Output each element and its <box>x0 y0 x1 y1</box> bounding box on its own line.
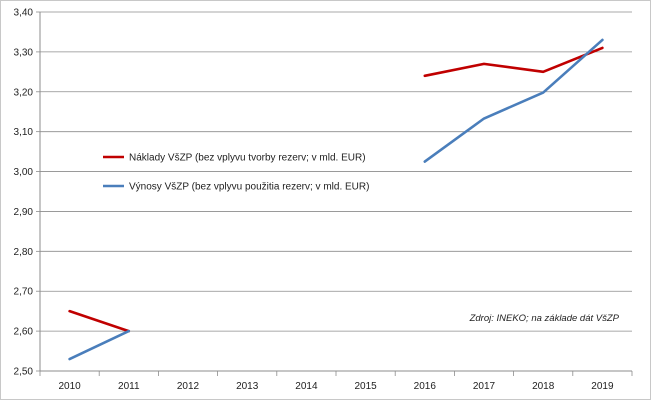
x-tick-label: 2011 <box>118 381 140 392</box>
x-tick-label: 2019 <box>591 381 614 392</box>
legend-label-naklady: Náklady VšZP (bez vplyvu tvorby rezerv; … <box>129 153 366 164</box>
series-line-naklady <box>423 46 604 78</box>
series-lines <box>68 38 604 361</box>
y-tick-label: 3,30 <box>14 47 34 58</box>
y-tick-label: 2,70 <box>14 287 34 298</box>
y-tick-label: 2,60 <box>14 327 34 338</box>
source-annotation: Zdroj: INEKO; na základe dát VšZP <box>469 313 620 324</box>
x-tick-labels: 2010 2011 2012 2013 2014 2015 2016 2017 2018 2019 <box>58 381 613 392</box>
y-tick-label: 3,20 <box>14 87 34 98</box>
y-tick-label: 2,90 <box>14 207 34 218</box>
y-tick-label: 2,80 <box>14 247 34 258</box>
y-tick-label: 3,40 <box>14 8 34 19</box>
legend-label-vynosy: Výnosy VšZP (bez vplyvu použitia rezerv;… <box>129 182 369 193</box>
axes <box>36 11 633 376</box>
y-tick-label: 3,10 <box>14 127 34 138</box>
series-line-vynosy <box>423 38 604 163</box>
x-tick-label: 2015 <box>354 381 377 392</box>
x-tick-label: 2016 <box>414 381 437 392</box>
series-line-vynosy <box>68 329 131 361</box>
x-tick-label: 2017 <box>473 381 496 392</box>
x-tick-label: 2018 <box>532 381 555 392</box>
x-tick-label: 2013 <box>236 381 259 392</box>
x-tick-label: 2012 <box>177 381 200 392</box>
x-tick-label: 2014 <box>295 381 318 392</box>
y-tick-labels: 2,50 2,60 2,70 2,80 2,90 3,00 3,10 3,20 3,30 3,40 <box>14 8 34 378</box>
series-line-naklady <box>68 309 131 333</box>
y-tick-label: 2,50 <box>14 367 34 378</box>
x-tick-label: 2010 <box>58 381 81 392</box>
y-tick-label: 3,00 <box>14 167 34 178</box>
legend: Náklady VšZP (bez vplyvu tvorby rezerv; … <box>103 153 369 193</box>
